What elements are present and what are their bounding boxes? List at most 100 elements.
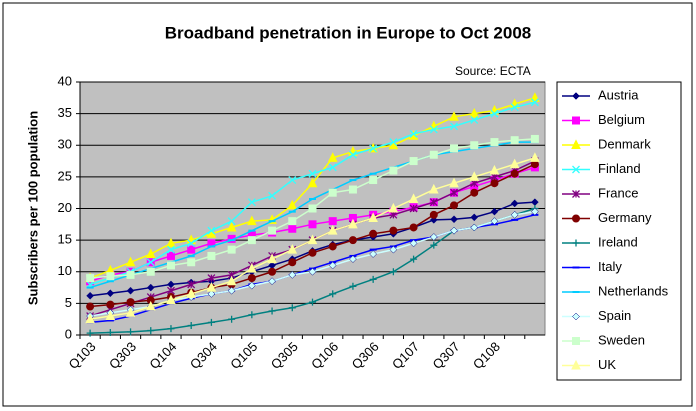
marker: [510, 210, 519, 219]
marker: [167, 245, 175, 254]
marker: [146, 267, 155, 276]
marker: [85, 313, 95, 324]
marker: [369, 176, 378, 185]
marker: [470, 188, 479, 197]
y-tick-label: 20: [58, 200, 72, 215]
marker: [369, 275, 377, 283]
marker: [106, 272, 115, 281]
marker: [450, 122, 458, 131]
marker: [327, 225, 338, 235]
marker: [531, 207, 539, 216]
marker: [106, 328, 114, 336]
marker: [288, 304, 296, 312]
marker: [450, 215, 458, 224]
marker: [247, 198, 256, 207]
marker: [227, 286, 236, 295]
marker: [510, 136, 519, 145]
marker: [449, 111, 459, 121]
marker: [469, 171, 480, 181]
legend-label: Finland: [598, 161, 641, 176]
marker: [389, 138, 398, 147]
marker: [268, 226, 277, 235]
marker: [490, 207, 499, 216]
marker: [288, 271, 297, 279]
marker: [469, 108, 480, 118]
marker: [328, 261, 337, 270]
marker: [409, 223, 418, 232]
marker: [530, 92, 540, 102]
legend-label: France: [598, 185, 638, 200]
marker: [572, 337, 580, 345]
marker: [227, 245, 236, 254]
marker: [429, 150, 438, 159]
marker: [329, 290, 337, 298]
marker: [510, 103, 519, 112]
marker: [126, 298, 135, 307]
marker: [389, 166, 398, 175]
marker: [105, 310, 116, 321]
marker: [187, 258, 196, 267]
marker: [308, 169, 317, 178]
marker: [490, 109, 499, 118]
y-tick-label: 15: [58, 232, 72, 247]
y-axis-label: Subscribers per 100 population: [25, 111, 40, 305]
marker: [572, 239, 580, 247]
marker: [348, 236, 357, 245]
marker: [409, 157, 418, 166]
marker: [470, 213, 479, 222]
marker: [206, 281, 217, 292]
marker: [288, 176, 297, 184]
marker: [145, 300, 156, 311]
marker: [207, 318, 215, 326]
marker: [530, 134, 539, 143]
marker: [571, 359, 581, 370]
marker: [226, 275, 237, 286]
marker: [126, 270, 135, 279]
marker: [328, 163, 337, 172]
marker: [450, 201, 459, 210]
marker: [572, 165, 580, 174]
marker: [166, 251, 175, 260]
marker: [572, 312, 580, 321]
marker: [207, 226, 216, 235]
marker: [307, 234, 318, 245]
marker: [368, 212, 378, 222]
marker: [267, 253, 277, 264]
legend: [556, 81, 682, 381]
marker: [509, 158, 520, 169]
marker: [207, 251, 216, 260]
marker: [146, 258, 155, 267]
marker: [166, 294, 176, 305]
marker: [207, 274, 216, 283]
marker: [227, 217, 236, 226]
marker: [127, 328, 135, 336]
marker: [167, 325, 175, 333]
marker: [247, 262, 257, 273]
marker: [166, 261, 175, 270]
marker: [490, 138, 499, 147]
marker: [166, 237, 176, 248]
marker: [450, 144, 459, 153]
y-tick-label: 10: [58, 263, 72, 278]
marker: [86, 274, 95, 283]
marker: [490, 179, 499, 188]
annotation: Source: ECTA: [455, 64, 531, 78]
y-tick-label: 40: [58, 73, 72, 88]
marker: [147, 327, 155, 335]
marker: [470, 115, 479, 124]
marker: [571, 139, 581, 149]
legend-label: Netherlands: [598, 283, 669, 298]
marker: [388, 202, 399, 213]
marker: [268, 191, 277, 200]
legend-label: Denmark: [598, 136, 651, 151]
marker: [510, 169, 519, 178]
marker: [489, 164, 500, 175]
marker: [450, 226, 458, 235]
y-tick-label: 30: [58, 137, 72, 152]
marker: [430, 241, 438, 249]
marker: [389, 245, 398, 254]
marker: [308, 220, 317, 229]
marker: [288, 224, 297, 233]
legend-label: Ireland: [598, 234, 638, 249]
marker: [408, 193, 419, 204]
